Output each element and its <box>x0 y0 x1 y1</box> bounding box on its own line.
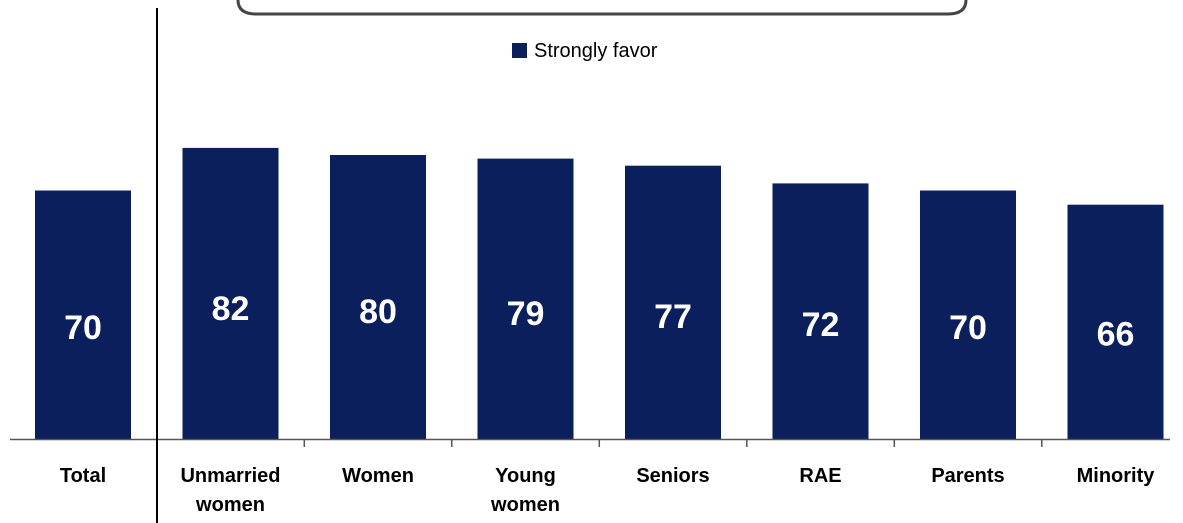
bar-value-label: 77 <box>654 298 692 336</box>
bar <box>35 190 131 439</box>
bar <box>477 158 574 439</box>
x-axis: Total Unmarried women Women Young women Senior… <box>10 8 1170 523</box>
x-tick-label: Minority <box>1077 465 1156 487</box>
x-tick-label: women <box>195 494 265 516</box>
bar <box>772 183 869 439</box>
bar-value-label: 66 <box>1097 316 1135 354</box>
bar-value-label: 82 <box>212 290 250 328</box>
bar-value-label: 70 <box>949 309 987 347</box>
bar <box>182 147 279 439</box>
value-labels-group: 70 82 80 79 77 72 70 66 <box>64 290 1134 354</box>
legend: Strongly favor <box>512 40 658 62</box>
x-tick-label: Parents <box>931 465 1004 487</box>
bar-value-label: 70 <box>64 309 102 347</box>
bar <box>625 165 721 439</box>
bar <box>920 190 1016 439</box>
x-tick-label: Women <box>342 465 414 487</box>
x-tick-label: women <box>490 494 560 516</box>
bar-value-label: 72 <box>802 306 840 344</box>
bar <box>330 155 426 439</box>
legend-swatch <box>512 43 527 58</box>
x-tick-label: Unmarried <box>180 465 280 487</box>
bar <box>1067 204 1164 439</box>
x-tick-label: Seniors <box>636 465 709 487</box>
x-tick-label: RAE <box>799 465 841 487</box>
x-tick-label: Young <box>495 465 556 487</box>
bars-group <box>35 147 1164 439</box>
x-tick-label: Total <box>60 465 106 487</box>
legend-label: Strongly favor <box>534 40 658 62</box>
callout-box-edge <box>236 0 968 16</box>
bar-value-label: 80 <box>359 293 397 331</box>
bar-value-label: 79 <box>507 295 545 333</box>
